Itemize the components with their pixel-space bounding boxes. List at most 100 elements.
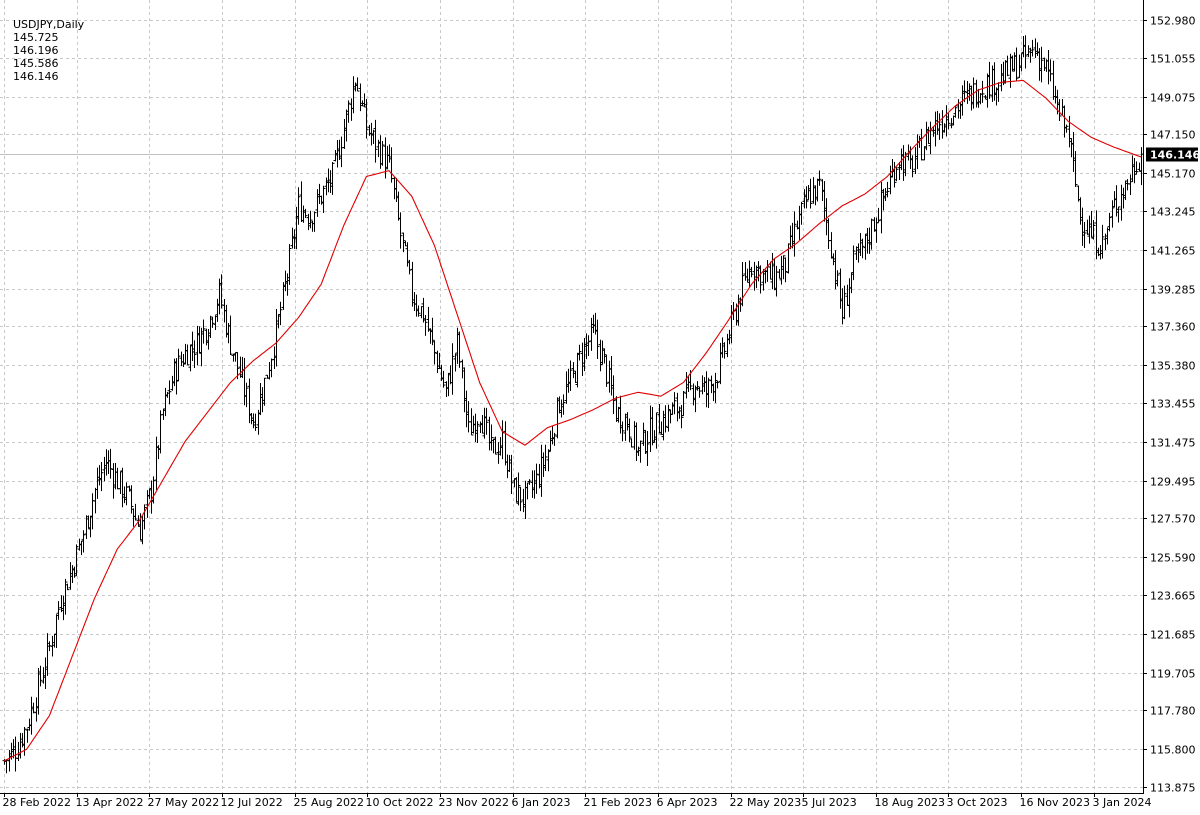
ohlc-bar <box>22 727 27 756</box>
ohlc-bar <box>31 702 36 714</box>
y-tick-label: 117.780 <box>1150 705 1196 718</box>
x-axis-ticks: 28 Feb 2022 13 Apr 2022 27 May 2022 12 Jul … <box>3 793 1151 809</box>
ohlc-bar <box>681 390 686 417</box>
ohlc-bar <box>595 319 600 360</box>
ohlc-bar <box>1116 206 1121 223</box>
ohlc-bar <box>552 432 557 446</box>
ohlc-bar <box>620 421 625 442</box>
ohlc-bar <box>142 504 147 530</box>
ohlc-bar <box>416 305 421 317</box>
y-tick-label: 137.360 <box>1150 321 1196 334</box>
moving-average-line <box>3 79 1142 762</box>
ohlc-bar <box>151 476 156 504</box>
ohlc-bar <box>1039 46 1044 83</box>
ohlc-bar <box>469 408 474 436</box>
x-tick-label: 27 May 2022 <box>148 796 220 809</box>
y-axis-ticks: 152.980 151.055 149.075 147.150 145.170 143.2… <box>1143 15 1196 795</box>
ohlc-bar <box>65 583 70 591</box>
ohlc-bar <box>4 759 9 774</box>
ohlc-bar <box>346 100 351 123</box>
y-tick-label: 149.075 <box>1150 92 1196 105</box>
high-value: 146.196 <box>13 44 59 57</box>
ohlc-bar <box>1100 224 1105 259</box>
ohlc-bar <box>99 461 104 492</box>
ohlc-bar <box>373 119 378 163</box>
ohlc-bar <box>586 335 591 357</box>
y-tick-label: 131.475 <box>1150 437 1196 450</box>
ohlc-bar <box>210 317 215 328</box>
x-tick-label: 16 Nov 2023 <box>1020 796 1090 809</box>
ohlc-bar <box>364 99 369 139</box>
ohlc-bar <box>74 544 79 577</box>
x-tick-label: 6 Jan 2023 <box>512 796 571 809</box>
ohlc-bar <box>312 211 317 232</box>
y-tick-label: 145.170 <box>1150 168 1196 181</box>
ohlc-bar <box>937 113 942 140</box>
ohlc-bar <box>1014 47 1019 82</box>
y-tick-label: 113.875 <box>1150 782 1196 795</box>
y-tick-label: 141.265 <box>1150 245 1196 258</box>
ohlc-bar <box>842 285 847 320</box>
ohlc-bar <box>484 407 489 435</box>
ohlc-bar <box>253 413 258 431</box>
ohlc-bar <box>56 601 61 620</box>
ohlc-bar <box>722 342 727 359</box>
ohlc-bar <box>561 394 566 415</box>
ohlc-bar <box>1107 212 1112 232</box>
x-tick-label: 13 Apr 2022 <box>76 796 144 809</box>
ohlc-bar <box>799 201 804 225</box>
ohlc-bar <box>489 424 494 451</box>
ohlc-bar <box>543 444 548 471</box>
x-tick-label: 5 Jul 2023 <box>802 796 857 809</box>
x-tick-label: 18 Aug 2023 <box>875 796 945 809</box>
x-tick-label: 23 Nov 2022 <box>439 796 509 809</box>
ohlc-bar <box>679 404 684 429</box>
x-tick-label: 12 Jul 2022 <box>221 796 283 809</box>
y-tick-label: 119.705 <box>1150 668 1196 681</box>
chart-header: USDJPY,Daily 145.725 146.196 145.586 146… <box>6 5 90 83</box>
y-tick-label: 139.285 <box>1150 284 1196 297</box>
ohlc-bar <box>244 382 249 408</box>
ohlc-bar <box>330 162 335 195</box>
ohlc-bar <box>450 343 455 395</box>
ohlc-bar <box>509 454 514 494</box>
ohlc-bar <box>987 61 992 99</box>
current-price-tag: 146.146 <box>1146 147 1200 162</box>
ohlc-bar <box>430 317 435 346</box>
ohlc-bar <box>792 211 797 257</box>
ohlc-bar <box>133 503 138 521</box>
ohlc-bar <box>781 255 786 280</box>
ohlc-bar <box>303 208 308 218</box>
ohlc-bar <box>892 161 897 188</box>
ohlc-bar <box>296 187 301 225</box>
ohlc-bar <box>604 354 609 387</box>
price-tag-background <box>1146 147 1198 162</box>
ohlc-bar <box>1134 161 1139 175</box>
y-tick-label: 115.800 <box>1150 744 1196 757</box>
ohlc-bar <box>358 83 363 112</box>
ohlc-bar <box>518 486 523 512</box>
ohlc-bar <box>1030 39 1035 57</box>
ohlc-bar <box>192 340 197 368</box>
y-tick-label: 151.055 <box>1150 53 1196 66</box>
ohlc-bar <box>176 348 181 382</box>
ohlc-bar <box>638 440 643 463</box>
y-tick-label: 152.980 <box>1150 15 1196 28</box>
ohlc-bar <box>1023 35 1028 69</box>
y-tick-label: 135.380 <box>1150 360 1196 373</box>
ohlc-bar <box>577 344 582 361</box>
ohlc-bar <box>407 259 412 275</box>
ohlc-bar <box>1091 220 1096 240</box>
symbol-label: USDJPY,Daily <box>13 18 85 31</box>
ohlc-bar <box>321 185 326 213</box>
y-tick-label: 123.665 <box>1150 590 1196 603</box>
x-tick-label: 3 Oct 2023 <box>947 796 1008 809</box>
open-value: 145.725 <box>13 31 59 44</box>
ohlc-bar <box>715 380 720 389</box>
ohlc-bar <box>851 245 856 281</box>
y-tick-label: 127.570 <box>1150 513 1196 526</box>
ohlc-bar <box>650 407 655 446</box>
x-tick-label: 22 May 2023 <box>730 796 802 809</box>
price-tag-label: 146.146 <box>1150 149 1200 162</box>
